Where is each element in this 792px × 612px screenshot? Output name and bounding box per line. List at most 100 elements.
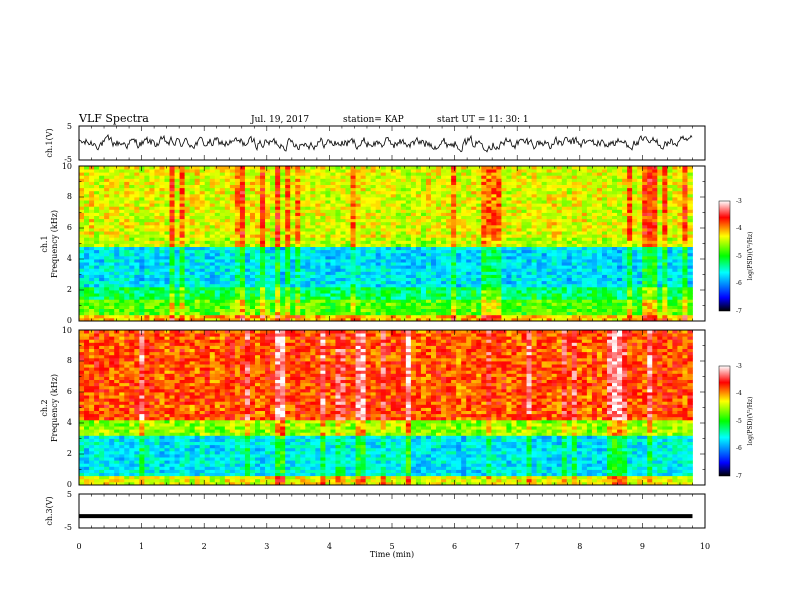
spectrogram-cell [486, 259, 492, 263]
spectrogram-cell [571, 200, 578, 204]
spectrogram-cell [320, 277, 326, 282]
spectrogram-cell [255, 283, 261, 288]
spectrogram-cell [134, 246, 140, 251]
spectrogram-cell [395, 265, 402, 269]
spectrogram-cell [637, 314, 643, 319]
spectrogram-cell [622, 290, 628, 294]
spectrogram-cell [556, 255, 563, 260]
spectrogram-cell [652, 252, 658, 257]
spectrogram-cell [642, 224, 648, 229]
spectrogram-cell [265, 283, 271, 288]
spectrogram-cell [657, 246, 663, 251]
spectrogram-cell [275, 224, 281, 229]
spectrogram-cell [682, 314, 688, 319]
spectrogram-cell [637, 271, 643, 275]
spectrogram-cell [571, 308, 578, 313]
spectrogram-cell [486, 286, 492, 291]
spectrogram-cell [596, 305, 603, 309]
spectrogram-cell [486, 280, 492, 285]
spectrogram-cell [179, 280, 185, 285]
spectrogram-cell [204, 311, 211, 316]
spectrogram-cell [265, 317, 271, 322]
spectrogram-cell [601, 215, 608, 220]
spectrogram-cell [99, 302, 105, 306]
spectrogram-cell [189, 197, 196, 201]
spectrogram-cell [114, 224, 120, 229]
spectrogram-cell [199, 271, 206, 275]
spectrogram-cell [350, 255, 356, 260]
spectrogram-cell [184, 283, 191, 288]
spectrogram-cell [149, 215, 155, 220]
spectrogram-cell [164, 305, 170, 309]
spectrogram-cell [521, 209, 527, 213]
spectrogram-cell [390, 317, 397, 322]
spectrogram-cell [521, 308, 527, 313]
spectrogram-cell [501, 231, 507, 235]
spectrogram-cell [496, 271, 502, 275]
spectrogram-cell [415, 249, 422, 254]
spectrogram-cell [300, 302, 306, 306]
spectrogram-cell [586, 265, 593, 269]
spectrogram-cell [214, 302, 221, 306]
spectrogram-cell [400, 243, 407, 247]
spectrogram-cell [139, 234, 145, 238]
spectrogram-cell [400, 286, 407, 291]
spectrogram-cell [425, 274, 432, 278]
spectrogram-cell [596, 255, 603, 260]
spectrogram-cell [576, 203, 583, 207]
spectrogram-cell [687, 243, 693, 247]
spectrogram-cell [305, 302, 311, 306]
spectrogram-cell [501, 274, 507, 278]
spectrogram-cell [506, 200, 512, 204]
spectrogram-cell [179, 305, 185, 309]
spectrogram-cell [84, 274, 90, 278]
spectrogram-cell [420, 224, 427, 229]
spectrogram-cell [114, 203, 120, 207]
spectrogram-cell [446, 224, 452, 229]
spectrogram-cell [239, 283, 246, 288]
spectrogram-cell [124, 209, 130, 213]
spectrogram-cell [305, 246, 311, 251]
spectrogram-cell [405, 231, 412, 235]
spectrogram-cell [466, 200, 472, 204]
spectrogram-cell [511, 293, 517, 297]
spectrogram-cell [526, 249, 532, 254]
spectrogram-cell [144, 299, 150, 303]
spectrogram-cell [310, 231, 316, 235]
spectrogram-cell [265, 262, 271, 266]
spectrogram-cell [295, 305, 301, 309]
spectrogram-cell [119, 221, 125, 226]
spectrogram-cell [184, 200, 191, 204]
spectrogram-cell [576, 296, 583, 300]
spectrogram-cell [209, 197, 216, 201]
spectrogram-cell [114, 277, 120, 282]
spectrogram-cell [265, 234, 271, 238]
spectrogram-cell [94, 240, 100, 244]
spectrogram-cell [375, 317, 382, 322]
spectrogram-cell [320, 302, 326, 306]
spectrogram-cell [345, 290, 351, 294]
spectrogram-cell [315, 197, 321, 201]
spectrogram-cell [300, 265, 306, 269]
spectrogram-cell [385, 259, 392, 263]
spectrogram-cell [119, 314, 125, 319]
spectrogram-cell [516, 209, 522, 213]
spectrogram-cell [647, 286, 653, 291]
spectrogram-cell [295, 203, 301, 207]
spectrogram-cell [612, 317, 618, 322]
spectrogram-cell [89, 200, 95, 204]
spectrogram-cell [189, 221, 196, 226]
spectrogram-cell [506, 203, 512, 207]
spectrogram-cell [516, 299, 522, 303]
spectrogram-cell [591, 243, 598, 247]
spectrogram-cell [345, 268, 351, 272]
spectrogram-cell [405, 299, 412, 303]
spectrogram-cell [295, 240, 301, 244]
spectrogram-cell [255, 259, 261, 263]
spectrogram-cell [662, 209, 668, 213]
spectrogram-cell [164, 221, 170, 226]
spectrogram-cell [395, 221, 402, 226]
spectrogram-cell [551, 277, 558, 282]
spectrogram-cell [617, 280, 623, 285]
spectrogram-cell [219, 215, 226, 220]
